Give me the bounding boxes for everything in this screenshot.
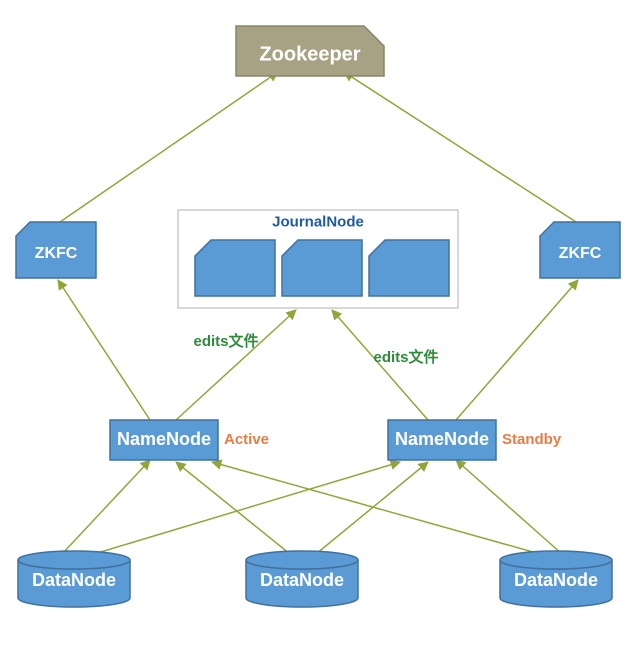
edge-label: edits文件 — [373, 348, 438, 366]
edge-label: edits文件 — [193, 332, 258, 350]
edge-nn_active-journal — [176, 310, 296, 420]
nn_active-status: Active — [224, 431, 269, 448]
dn2-label: DataNode — [260, 570, 344, 590]
edge-dn1-nn_standby — [94, 462, 400, 554]
edge-nn_standby-zkfc_right — [456, 280, 578, 420]
edge-dn3-nn_standby — [456, 460, 562, 554]
nn_standby-label: NameNode — [395, 429, 489, 449]
jn2-node — [282, 240, 362, 296]
edge-zkfc_left-zookeeper — [60, 72, 278, 222]
dn1-top — [18, 551, 130, 569]
nn_standby-status: Standby — [502, 431, 562, 448]
dn3-label: DataNode — [514, 570, 598, 590]
zkfc_left-label: ZKFC — [35, 245, 78, 262]
zookeeper-label: Zookeeper — [259, 43, 360, 65]
dn2-top — [246, 551, 358, 569]
edge-dn1-nn_active — [62, 460, 150, 554]
edge-dn3-nn_active — [212, 462, 540, 554]
edge-dn2-nn_active — [176, 462, 290, 554]
edge-nn_active-zkfc_left — [58, 280, 150, 420]
jn1-node — [195, 240, 275, 296]
architecture-diagram: JournalNode edits文件 edits文件 Zookeeper ZKFC Z… — [0, 0, 640, 645]
journalnode-group-title: JournalNode — [272, 213, 364, 230]
dn3-top — [500, 551, 612, 569]
edge-zkfc_right-zookeeper — [344, 72, 576, 222]
edge-dn2-nn_standby — [316, 462, 428, 554]
dn1-label: DataNode — [32, 570, 116, 590]
nn_active-label: NameNode — [117, 429, 211, 449]
zkfc_right-label: ZKFC — [559, 245, 602, 262]
jn3-node — [369, 240, 449, 296]
